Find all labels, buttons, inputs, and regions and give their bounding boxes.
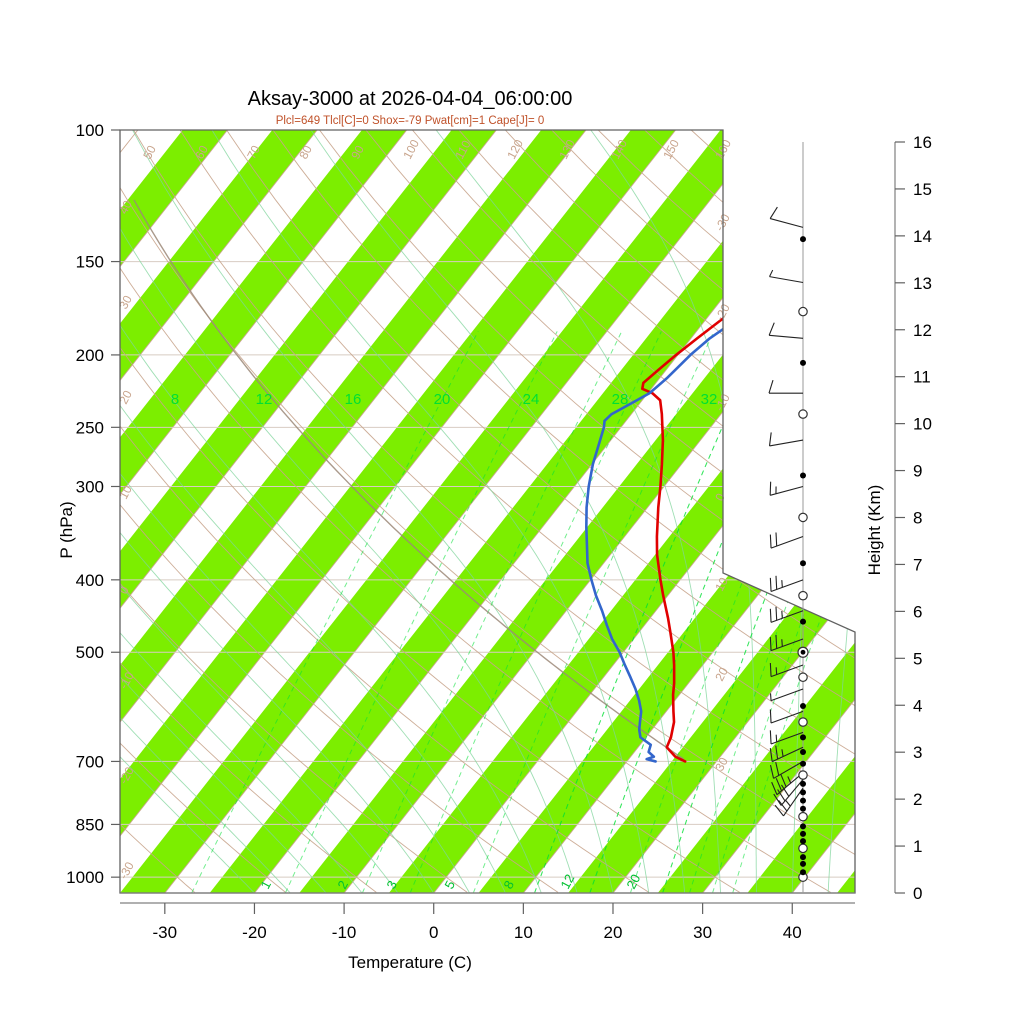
svg-text:70: 70 (244, 143, 263, 162)
svg-text:30: 30 (712, 755, 731, 774)
pressure-tick-label: 150 (76, 253, 104, 272)
height-tick-label: 13 (913, 274, 932, 293)
pressure-tick-label: 250 (76, 418, 104, 437)
height-tick-label: 1 (913, 837, 922, 856)
inline-contour-labels: 50 60 70 80 90 100 110 120 130 140 150 160403020100… (116, 137, 734, 892)
pressure-tick-label: 400 (76, 571, 104, 590)
height-tick-label: 8 (913, 509, 922, 528)
svg-text:20: 20 (712, 665, 731, 684)
x-tick-label: -20 (242, 923, 267, 942)
svg-text:32: 32 (701, 391, 718, 408)
pressure-tick-label: 500 (76, 643, 104, 662)
wind-barb-column (768, 142, 809, 893)
height-tick-label: 12 (913, 321, 932, 340)
height-tick-label: 15 (913, 180, 932, 199)
height-tick-label: 4 (913, 696, 922, 715)
svg-text:80: 80 (296, 143, 315, 162)
height-tick-label: 9 (913, 462, 922, 481)
height-axis-label: Height (Km) (865, 485, 884, 576)
svg-text:8: 8 (171, 391, 179, 408)
x-axis: -30 -20 -10 0 10 20 30 40 (120, 902, 855, 942)
svg-text:50: 50 (140, 143, 159, 162)
svg-text:16: 16 (345, 391, 362, 408)
x-tick-label: 30 (693, 923, 712, 942)
svg-text:60: 60 (192, 143, 211, 162)
svg-text:10: 10 (116, 483, 135, 502)
x-tick-label: 10 (514, 923, 533, 942)
pressure-tick-label: 850 (76, 815, 104, 834)
height-tick-label: 16 (913, 133, 932, 152)
parcel-path-line (133, 199, 684, 762)
svg-text:12: 12 (256, 391, 273, 408)
svg-text:20: 20 (116, 388, 135, 407)
svg-text:30: 30 (116, 293, 135, 312)
pressure-tick-label: 1000 (66, 868, 104, 887)
height-tick-label: 3 (913, 743, 922, 762)
height-tick-label: 6 (913, 602, 922, 621)
x-axis-label: Temperature (C) (348, 953, 472, 972)
page-title: Aksay-3000 at 2026-04-04_06:00:00 (248, 88, 573, 110)
pressure-tick-label: 200 (76, 346, 104, 365)
height-tick-label: 0 (913, 884, 922, 903)
svg-text:28: 28 (612, 391, 629, 408)
x-tick-label: 0 (429, 923, 438, 942)
height-tick-label: 5 (913, 649, 922, 668)
svg-text:10: 10 (712, 575, 731, 594)
height-tick-label: 10 (913, 415, 932, 434)
x-tick-label: 40 (783, 923, 802, 942)
plot-frame (119, 129, 856, 894)
y-axis-label: P (hPa) (57, 501, 76, 558)
y-axis-pressure: 100 150 200 250 300 400 500 700 850 1000 (66, 121, 120, 887)
pressure-tick-label: 100 (76, 121, 104, 140)
height-tick-label: 14 (913, 227, 932, 246)
x-tick-label: -30 (153, 923, 178, 942)
pressure-tick-label: 700 (76, 752, 104, 771)
height-tick-label: 11 (913, 368, 931, 387)
parameters-subtitle: Plcl=649 Tlcl[C]=0 Shox=-79 Pwat[cm]=1 C… (276, 115, 545, 127)
svg-text:12: 12 (557, 872, 577, 892)
pressure-tick-label: 300 (76, 477, 104, 496)
svg-text:20: 20 (623, 872, 643, 892)
x-tick-label: 20 (604, 923, 623, 942)
x-tick-label: -10 (332, 923, 357, 942)
svg-text:20: 20 (434, 391, 451, 408)
svg-text:24: 24 (523, 391, 540, 408)
height-tick-label: 2 (913, 790, 922, 809)
svg-text:40: 40 (116, 198, 135, 217)
svg-text:90: 90 (348, 143, 367, 162)
height-tick-label: 7 (913, 555, 922, 574)
